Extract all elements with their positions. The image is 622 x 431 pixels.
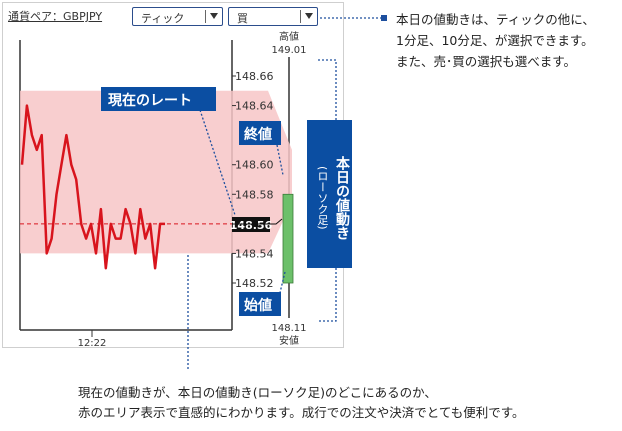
rate-line <box>20 104 165 270</box>
select-divider <box>300 10 301 23</box>
y-tick-label: 148.54 <box>235 247 274 260</box>
y-tick-label: 148.64 <box>235 100 274 113</box>
connector-daily-top <box>318 59 337 120</box>
connector-current-rate <box>199 109 236 216</box>
y-tick-label: 148.66 <box>235 70 274 83</box>
note-bottom: 現在の値動きが、本日の値動き(ローソク足)のどこにあるのか、 赤のエリア表示で直… <box>78 383 525 423</box>
note-line: 本日の値動きは、ティックの他に、 <box>396 12 595 27</box>
connector-close <box>276 144 284 176</box>
callout-daily-move: 本日の値動き (ローソク足) <box>307 120 352 268</box>
callout-open: 始値 <box>239 292 281 316</box>
low-value: 148.11 <box>272 323 307 334</box>
connector-daily-bottom <box>318 268 337 322</box>
side-select-value: 買 <box>237 12 248 25</box>
note-line: 1分足、10分足、が選択できます。 <box>396 33 594 48</box>
callout-current-rate: 現在のレート <box>101 87 216 111</box>
connector-endpoint <box>381 15 387 21</box>
daily-range-area <box>20 90 292 254</box>
callout-daily-move-sub: (ローソク足) <box>316 166 329 230</box>
select-divider <box>205 10 206 23</box>
callout-close: 終値 <box>239 121 281 145</box>
high-label: 高値 <box>279 30 299 43</box>
y-tick-label: 148.60 <box>235 159 274 172</box>
interval-select-value: ティック <box>141 12 185 25</box>
low-label: 安値 <box>279 334 299 347</box>
current-rate-pointer <box>232 218 283 225</box>
chevron-down-icon <box>210 13 218 19</box>
candle-body <box>282 193 294 284</box>
x-tick-label: 12:22 <box>78 338 107 349</box>
chevron-down-icon <box>305 13 313 19</box>
y-tick-label: 148.58 <box>235 188 274 201</box>
note-line: また、売･買の選択も選べます。 <box>396 54 577 69</box>
note-line: 現在の値動きが、本日の値動き(ローソク足)のどこにあるのか、 <box>78 385 437 400</box>
high-value: 149.01 <box>272 45 307 56</box>
currency-pair-label: 通貨ペア：GBPJPY <box>8 10 103 23</box>
callout-daily-move-main: 本日の値動き <box>334 156 350 240</box>
current-rate-value: 148.56 <box>230 219 273 232</box>
y-tick-label: 148.52 <box>235 277 274 290</box>
side-select[interactable]: 買 <box>228 7 318 26</box>
interval-select[interactable]: ティック <box>132 7 223 26</box>
note-line: 赤のエリア表示で直感的にわかります。成行での注文や決済でとても便利です。 <box>78 405 525 420</box>
note-top-right: 本日の値動きは、ティックの他に、 1分足、10分足、が選択できます。 また、売･… <box>396 9 595 72</box>
